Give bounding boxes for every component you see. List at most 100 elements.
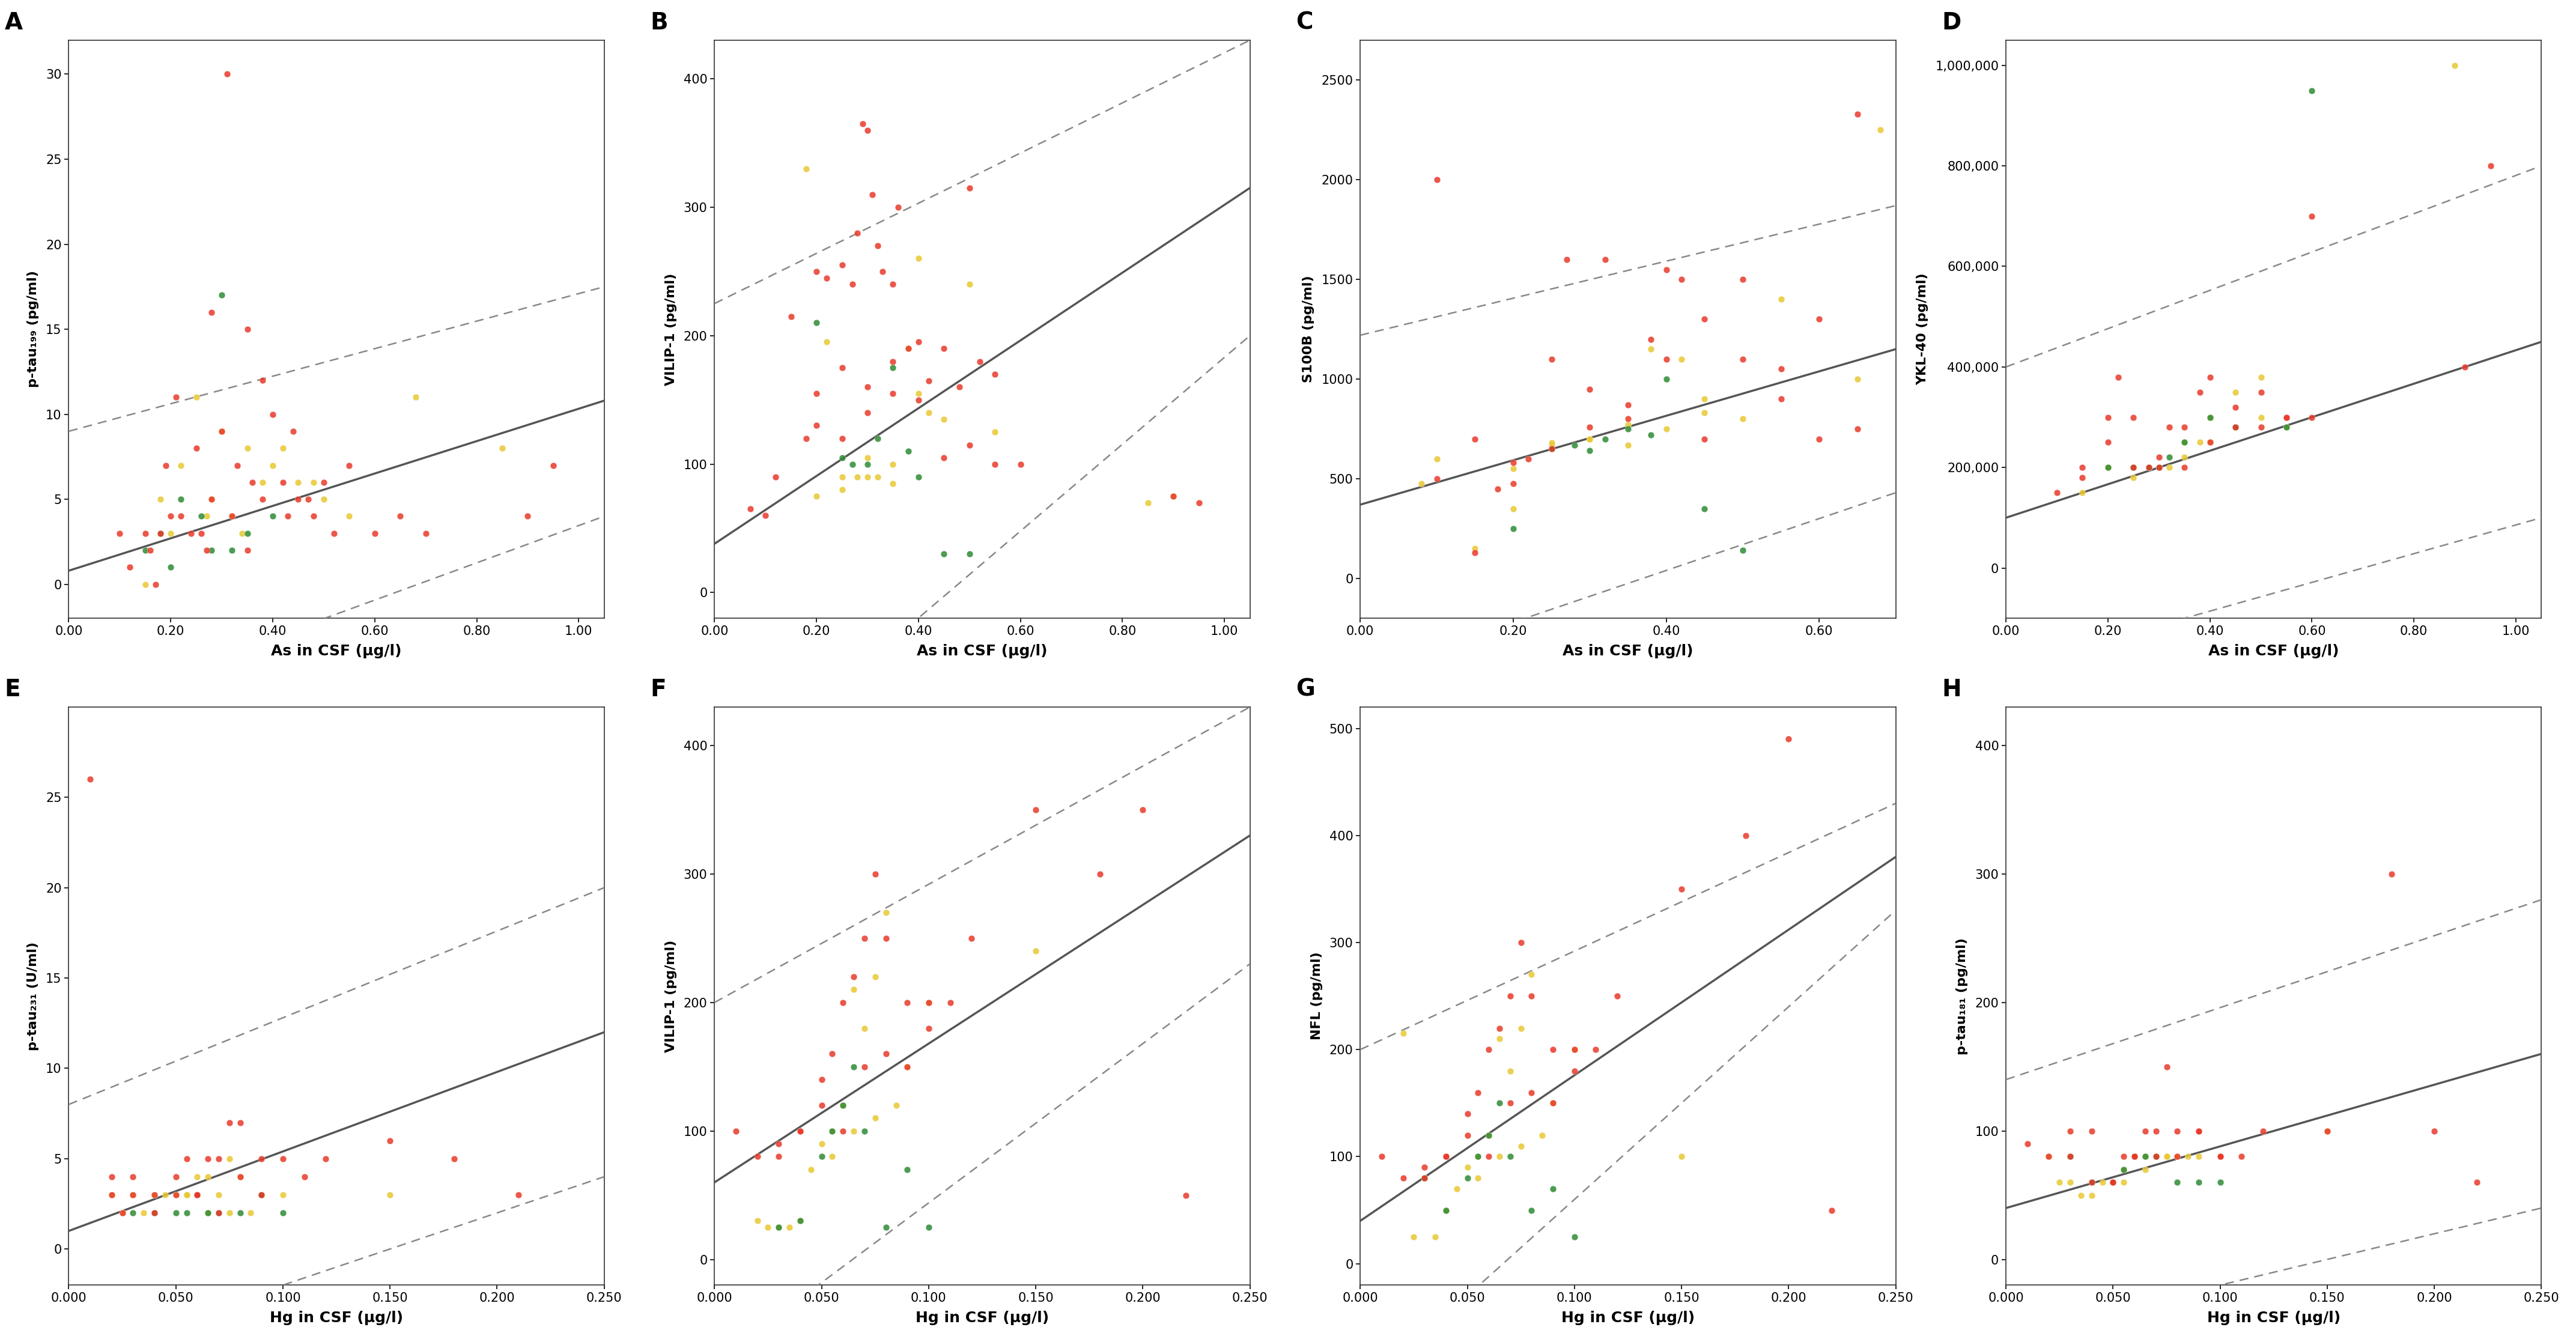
Point: [289, 488, 330, 510]
Point: [811, 1121, 853, 1142]
Point: [100, 1202, 142, 1224]
Point: [855, 863, 896, 884]
Point: [757, 1217, 799, 1239]
Point: [822, 479, 863, 501]
Point: [948, 544, 989, 565]
Point: [1448, 1125, 1489, 1146]
Point: [2102, 1172, 2143, 1193]
Point: [832, 454, 873, 475]
X-axis label: As in CSF (μg/l): As in CSF (μg/l): [2208, 644, 2339, 659]
Point: [1723, 349, 1765, 370]
Point: [149, 506, 191, 527]
Point: [886, 992, 927, 1013]
Point: [2179, 1172, 2221, 1193]
Point: [1015, 941, 1056, 962]
Point: [1584, 248, 1625, 270]
Point: [1458, 1168, 1499, 1189]
Point: [2146, 1146, 2187, 1168]
Point: [848, 403, 889, 424]
Point: [909, 992, 951, 1013]
Point: [2071, 1121, 2112, 1142]
Point: [2215, 416, 2257, 437]
Point: [2128, 456, 2169, 478]
Point: [1425, 1200, 1466, 1221]
Point: [832, 274, 873, 295]
Point: [1569, 440, 1610, 462]
Point: [1417, 468, 1458, 490]
Point: [2241, 366, 2282, 388]
Point: [252, 506, 294, 527]
Point: [2027, 1146, 2069, 1168]
Point: [2136, 1146, 2177, 1168]
Point: [2087, 432, 2128, 454]
Point: [948, 177, 989, 199]
Point: [1553, 1227, 1595, 1248]
Point: [2087, 456, 2128, 478]
Point: [90, 1184, 131, 1205]
Point: [2136, 1121, 2177, 1142]
Point: [873, 382, 914, 404]
Point: [533, 455, 574, 476]
Point: [1177, 493, 1218, 514]
Point: [2241, 381, 2282, 403]
Point: [2136, 1146, 2177, 1168]
Point: [1512, 1082, 1553, 1103]
Point: [278, 488, 319, 510]
Point: [822, 447, 863, 468]
Point: [737, 1146, 778, 1168]
Point: [2458, 1172, 2499, 1193]
Point: [899, 389, 940, 411]
Point: [433, 1147, 474, 1169]
Y-axis label: NFL (pg/ml): NFL (pg/ml): [1311, 951, 1321, 1040]
Point: [796, 415, 837, 436]
Point: [1533, 1039, 1574, 1060]
Point: [1425, 1146, 1466, 1168]
Point: [889, 338, 930, 360]
Text: C: C: [1296, 11, 1314, 34]
Point: [757, 1217, 799, 1239]
Point: [368, 1130, 410, 1151]
Text: D: D: [1942, 11, 1960, 34]
Point: [2128, 456, 2169, 478]
Point: [2112, 467, 2154, 488]
Point: [1458, 1146, 1499, 1168]
Point: [2221, 1146, 2262, 1168]
Point: [948, 274, 989, 295]
Point: [394, 386, 435, 408]
Point: [796, 260, 837, 282]
Point: [1584, 428, 1625, 450]
Point: [1468, 1146, 1510, 1168]
X-axis label: Hg in CSF (μg/l): Hg in CSF (μg/l): [2208, 1311, 2342, 1326]
Point: [2200, 1146, 2241, 1168]
Point: [2200, 1146, 2241, 1168]
Point: [2190, 432, 2231, 454]
Point: [219, 1166, 260, 1188]
Point: [1631, 329, 1672, 350]
Point: [155, 1202, 196, 1224]
X-axis label: As in CSF (μg/l): As in CSF (μg/l): [270, 644, 402, 659]
Point: [2215, 416, 2257, 437]
Point: [160, 488, 201, 510]
Point: [899, 466, 940, 487]
Point: [2115, 1146, 2156, 1168]
Point: [198, 1184, 240, 1205]
Point: [2138, 456, 2179, 478]
Point: [930, 992, 971, 1013]
Point: [2241, 407, 2282, 428]
Point: [2241, 416, 2282, 437]
Point: [1458, 1146, 1499, 1168]
Point: [2128, 456, 2169, 478]
Point: [1530, 433, 1571, 455]
Point: [1530, 437, 1571, 459]
Point: [1798, 309, 1839, 330]
Point: [242, 1184, 283, 1205]
Point: [242, 1184, 283, 1205]
Point: [899, 248, 940, 270]
Point: [1455, 538, 1497, 560]
Point: [2179, 1121, 2221, 1142]
Point: [1533, 1092, 1574, 1114]
Point: [2102, 1158, 2143, 1180]
Point: [2156, 1146, 2197, 1168]
Point: [2061, 482, 2102, 503]
Point: [209, 1202, 250, 1224]
